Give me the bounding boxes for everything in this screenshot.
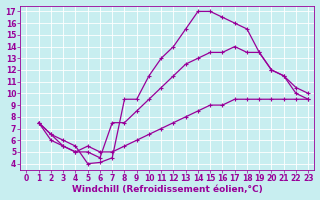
X-axis label: Windchill (Refroidissement éolien,°C): Windchill (Refroidissement éolien,°C)	[72, 185, 263, 194]
